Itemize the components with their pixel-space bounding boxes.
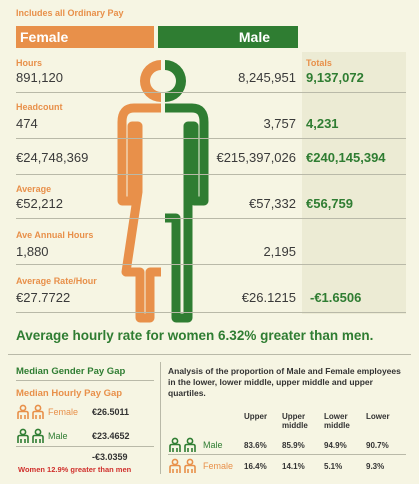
rate-female: €27.7722 xyxy=(16,290,71,305)
female-people-icon xyxy=(169,458,196,473)
female-people-icon xyxy=(17,404,44,419)
quartile-col-upper-middle: Upper middle xyxy=(282,412,308,430)
quartile-table: Upper Upper middle Lower middle Lower xyxy=(168,410,406,438)
headline: Average hourly rate for women 6.32% grea… xyxy=(16,328,374,343)
headcount-male: 3,757 xyxy=(263,116,296,131)
rate-label: Average Rate/Hour xyxy=(16,276,97,286)
quartile-male-lower-middle: 94.9% xyxy=(324,441,347,450)
divider xyxy=(16,174,406,175)
male-people-icon xyxy=(169,437,196,452)
headcount-total: 4,231 xyxy=(306,116,339,131)
median-female-label: Female xyxy=(48,407,79,417)
hours-label: Hours xyxy=(16,58,43,68)
headcount-label: Headcount xyxy=(16,102,63,112)
hours-female: 891,120 xyxy=(16,70,63,85)
divider xyxy=(8,354,411,355)
divider xyxy=(16,312,406,313)
quartile-col-lower-middle: Lower middle xyxy=(324,412,350,430)
headcount-female: 474 xyxy=(16,116,38,131)
annual-hours-female: 1,880 xyxy=(16,244,49,259)
quartile-male-label: Male xyxy=(203,440,223,450)
divider xyxy=(16,380,154,381)
median-male-label: Male xyxy=(48,431,68,441)
rate-total: -€1.6506 xyxy=(310,290,362,305)
divider xyxy=(16,138,406,139)
divider xyxy=(16,446,154,447)
quartile-col-upper: Upper xyxy=(244,412,268,421)
quartile-female-lower-middle: 5.1% xyxy=(324,462,343,471)
hours-total: 9,137,072 xyxy=(306,70,364,85)
quartile-description: Analysis of the proportion of Male and F… xyxy=(168,366,401,398)
average-label: Average xyxy=(16,184,52,194)
median-difference: -€3.0359 xyxy=(92,452,128,462)
hours-male: 8,245,951 xyxy=(238,70,296,85)
quartile-male-upper-middle: 85.9% xyxy=(282,441,305,450)
average-male: €57,332 xyxy=(249,196,296,211)
annual-hours-male: 2,195 xyxy=(263,244,296,259)
median-subtitle: Median Hourly Pay Gap xyxy=(16,388,123,399)
divider xyxy=(16,92,406,93)
pay-total: €240,145,394 xyxy=(306,150,386,165)
person-figure-icon xyxy=(117,60,209,323)
totals-column xyxy=(302,52,406,314)
totals-label: Totals xyxy=(306,58,332,68)
quartile-male-upper: 83.6% xyxy=(244,441,267,450)
quartile-male-lower: 90.7% xyxy=(366,441,389,450)
median-male-value: €23.4652 xyxy=(92,431,130,441)
average-female: €52,212 xyxy=(16,196,63,211)
quartile-female-upper-middle: 14.1% xyxy=(282,462,305,471)
quartile-female-upper: 16.4% xyxy=(244,462,267,471)
pay-female: €24,748,369 xyxy=(16,150,89,165)
divider xyxy=(160,362,161,474)
ordinary-pay-note: Includes all Ordinary Pay xyxy=(16,8,124,18)
divider xyxy=(16,218,406,219)
rate-male: €26.1215 xyxy=(241,290,296,305)
annual-hours-label: Ave Annual Hours xyxy=(16,230,94,240)
quartile-female-lower: 9.3% xyxy=(366,462,385,471)
median-title: Median Gender Pay Gap xyxy=(16,366,126,377)
divider xyxy=(16,264,406,265)
quartile-col-lower: Lower xyxy=(366,412,390,421)
male-header: Male xyxy=(158,26,298,48)
male-people-icon xyxy=(17,428,44,443)
median-female-value: €26.5011 xyxy=(92,407,130,417)
female-header: Female xyxy=(16,26,154,48)
quartile-female-label: Female xyxy=(203,461,234,471)
pay-male: €215,397,026 xyxy=(216,150,296,165)
median-note: Women 12.9% greater than men xyxy=(18,465,132,474)
average-total: €56,759 xyxy=(306,196,353,211)
divider xyxy=(168,454,406,455)
